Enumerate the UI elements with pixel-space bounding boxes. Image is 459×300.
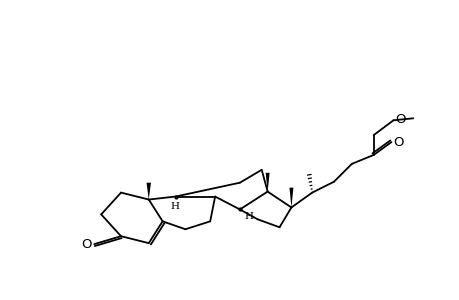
Polygon shape <box>265 173 269 192</box>
Polygon shape <box>146 183 151 200</box>
Text: H: H <box>170 202 179 211</box>
Polygon shape <box>289 188 293 208</box>
Text: O: O <box>81 238 91 250</box>
Text: O: O <box>395 113 405 126</box>
Text: H: H <box>244 212 253 221</box>
Text: O: O <box>392 136 403 148</box>
